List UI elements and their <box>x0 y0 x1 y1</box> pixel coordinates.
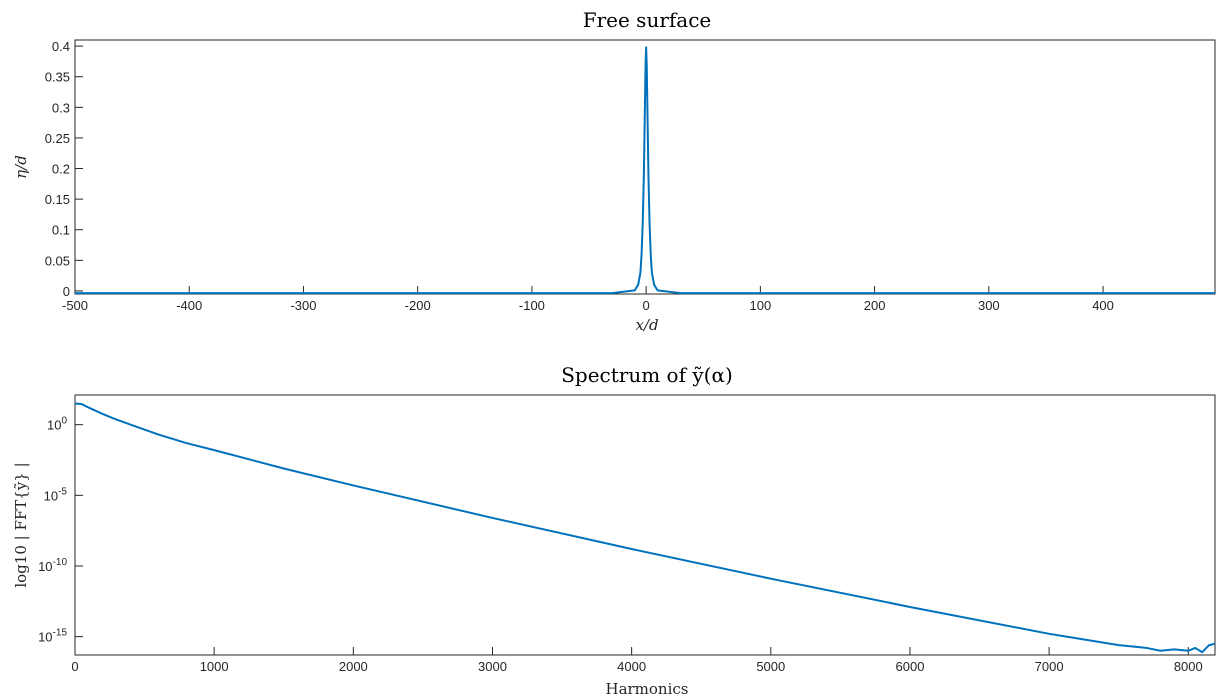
top-x-axis: -500 -400 -300 -200 -100 0 100 200 300 400 <box>62 286 1114 313</box>
top-y-axis-label: η/d <box>12 155 30 179</box>
top-chart-title: Free surface <box>583 8 712 32</box>
bottom-x-tick-label: 7000 <box>1035 659 1064 674</box>
bottom-x-tick-label: 8000 <box>1174 659 1203 674</box>
spectrum-panel: Spectrum of ỹ(α) 0 1000 2000 3000 4000 5000 60… <box>12 363 1216 698</box>
top-x-axis-label: x/d <box>635 316 658 334</box>
top-x-tick-label: 400 <box>1092 298 1114 313</box>
top-y-tick-label: 0.35 <box>45 70 70 85</box>
free-surface-panel: Free surface -500 -400 -300 -200 -100 0 100 200… <box>12 8 1216 334</box>
bottom-x-tick-label: 1000 <box>200 659 229 674</box>
top-x-tick-label: -100 <box>519 298 545 313</box>
bottom-y-tick-label: 10-10 <box>38 557 67 574</box>
bottom-x-tick-label: 3000 <box>478 659 507 674</box>
top-x-tick-label: -200 <box>405 298 431 313</box>
top-y-tick-label: 0 <box>63 284 70 299</box>
top-x-tick-label: 300 <box>978 298 1000 313</box>
top-x-tick-label: 0 <box>643 298 650 313</box>
free-surface-line <box>75 46 1215 295</box>
bottom-x-tick-label: 0 <box>71 659 78 674</box>
top-y-tick-label: 0.15 <box>45 192 70 207</box>
bottom-y-axis-label: log10 | FFT{ỹ} | <box>12 462 30 587</box>
top-y-tick-label: 0.05 <box>45 253 70 268</box>
bottom-x-tick-label: 4000 <box>617 659 646 674</box>
top-x-tick-label: -500 <box>62 298 88 313</box>
bottom-x-axis: 0 1000 2000 3000 4000 5000 6000 7000 8000 <box>71 647 1203 674</box>
top-plot-frame <box>74 39 1216 295</box>
bottom-y-tick-label: 10-5 <box>44 486 68 503</box>
bottom-x-tick-label: 6000 <box>896 659 925 674</box>
bottom-y-axis: 100 10-5 10-10 10-15 <box>38 416 83 645</box>
top-y-tick-label: 0.1 <box>52 223 70 238</box>
top-y-tick-label: 0.2 <box>52 162 70 177</box>
top-y-axis: 0 0.05 0.1 0.15 0.2 0.25 0.3 0.35 0.4 <box>45 39 83 299</box>
bottom-y-tick-label: 10-15 <box>38 628 67 645</box>
bottom-x-tick-label: 5000 <box>756 659 785 674</box>
bottom-x-tick-label: 2000 <box>339 659 368 674</box>
spectrum-line <box>74 402 1216 654</box>
top-y-tick-label: 0.25 <box>45 131 70 146</box>
bottom-chart-title: Spectrum of ỹ(α) <box>561 363 733 387</box>
bottom-plot-frame <box>74 394 1216 656</box>
top-x-tick-label: 100 <box>750 298 772 313</box>
bottom-y-tick-label: 100 <box>47 416 67 433</box>
top-y-tick-label: 0.3 <box>52 100 70 115</box>
top-x-tick-label: -300 <box>290 298 316 313</box>
top-x-tick-label: 200 <box>864 298 886 313</box>
bottom-x-axis-label: Harmonics <box>605 680 688 698</box>
top-y-tick-label: 0.4 <box>52 39 70 54</box>
top-x-tick-label: -400 <box>176 298 202 313</box>
